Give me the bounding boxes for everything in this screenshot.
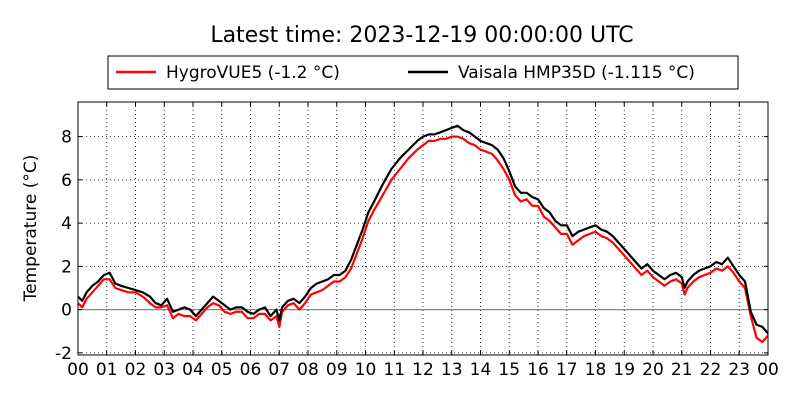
x-tick-label: 06 [240,360,262,380]
x-tick-label: 15 [498,360,520,380]
legend-label-vaisala: Vaisala HMP35D (-1.115 °C) [458,63,695,83]
x-tick-label: 05 [211,360,233,380]
x-tick-label: 21 [671,360,693,380]
y-tick-label: 0 [61,301,72,321]
y-tick-label: 8 [61,128,72,148]
x-tick-label: 10 [355,360,377,380]
x-tick-label: 13 [441,360,463,380]
x-tick-label: 14 [470,360,492,380]
y-tick-label: 4 [61,214,72,234]
x-tick-label: 03 [153,360,175,380]
axis-ticks: 00 01 02 03 04 05 06 07 08 09 10 11 12 13 14 15 16 17 18 19… [55,102,779,380]
legend-label-hygrovue5: HygroVUE5 (-1.2 °C) [166,63,340,83]
x-tick-label: 07 [268,360,290,380]
x-tick-label: 02 [125,360,147,380]
x-tick-label: 11 [383,360,405,380]
series-line-hygrovue5 [77,135,769,344]
x-tick-label: 01 [96,360,118,380]
y-tick-label: -2 [55,344,72,364]
series-line-vaisala [77,124,769,335]
x-tick-label: 18 [585,360,607,380]
x-tick-label: 19 [613,360,635,380]
x-tick-label: 04 [182,360,204,380]
x-tick-label: 22 [700,360,722,380]
x-tick-label: 00 [67,360,89,380]
x-tick-label: 17 [556,360,578,380]
legend: HygroVUE5 (-1.2 °C) Vaisala HMP35D (-1.1… [107,55,739,90]
x-tick-label: 09 [326,360,348,380]
x-tick-label: 08 [297,360,319,380]
y-tick-label: 2 [61,257,72,277]
plot-series [77,124,769,344]
x-tick-label: 12 [412,360,434,380]
x-tick-label: 16 [527,360,549,380]
chart-title: Latest time: 2023-12-19 00:00:00 UTC [210,23,633,48]
y-tick-label: 6 [61,171,72,191]
grid [77,102,769,355]
x-tick-label: 20 [642,360,664,380]
plot-frame [77,101,769,356]
x-tick-label: 23 [728,360,750,380]
x-tick-label: 00 [757,360,779,380]
y-axis-label: Temperature (°C) [21,155,41,303]
